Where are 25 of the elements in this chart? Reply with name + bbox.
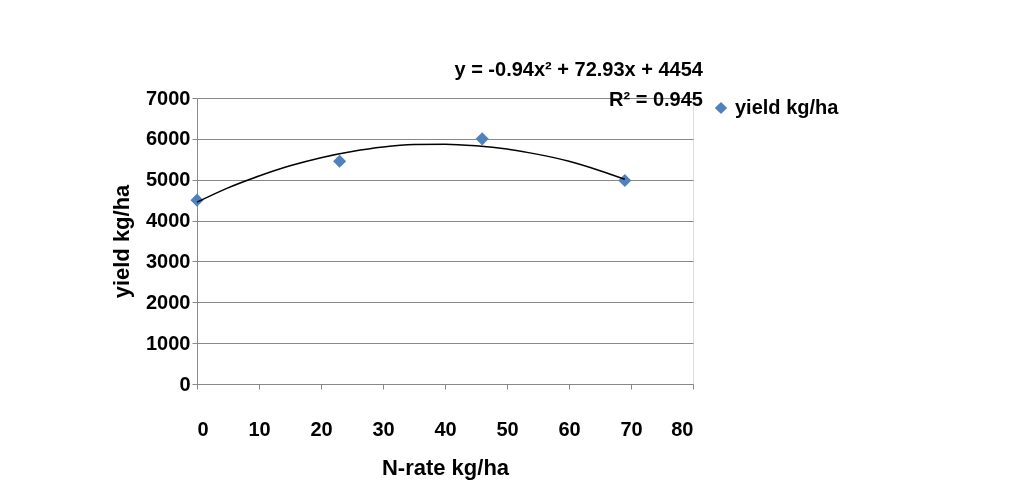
point (475, 132, 489, 146)
y-tick-label: 5000 (146, 168, 191, 191)
y-axis-title: yield kg/ha (109, 183, 135, 299)
x-tick-label: 60 (558, 417, 581, 440)
x-tick-label: 0 (197, 417, 209, 440)
x-axis-title: N-rate kg/ha (381, 454, 510, 480)
y-tick-label: 3000 (146, 249, 191, 272)
x-tick-label: 80 (671, 417, 694, 440)
point (333, 154, 347, 168)
y-tick-label: 2000 (146, 290, 191, 313)
point (618, 174, 632, 188)
y-tick-label: 6000 (146, 127, 191, 150)
x-tick-label: 50 (496, 417, 519, 440)
legend-label: yield kg/ha (735, 96, 840, 118)
y-tick-label: 7000 (146, 86, 191, 109)
annotation: R² = 0.945 (609, 88, 703, 110)
y-tick-label: 0 (179, 372, 191, 395)
x-tick-label: 10 (248, 417, 271, 440)
text: y = -0.94x² + 72.93x + 4454 (454, 58, 704, 80)
x-tick-label: 30 (372, 417, 395, 440)
y-tick-label: 4000 (146, 209, 191, 232)
x-tick-label: 70 (620, 417, 643, 440)
x-tick-label: 20 (310, 417, 333, 440)
y-tick-label: 1000 (146, 331, 191, 354)
x-tick-label: 40 (434, 417, 457, 440)
